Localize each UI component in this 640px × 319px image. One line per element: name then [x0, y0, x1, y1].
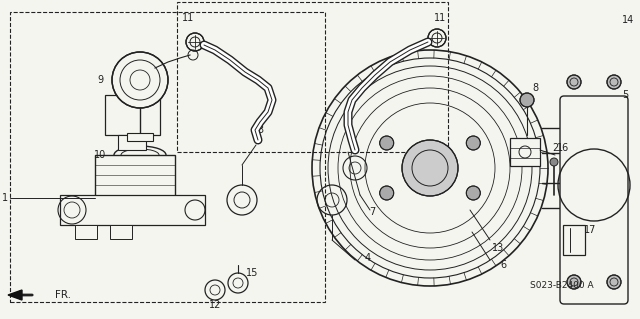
- Circle shape: [607, 75, 621, 89]
- Circle shape: [569, 203, 579, 213]
- FancyBboxPatch shape: [560, 96, 628, 304]
- Circle shape: [112, 52, 168, 108]
- Text: 3: 3: [257, 125, 263, 135]
- Text: S023-B2400 A: S023-B2400 A: [530, 280, 594, 290]
- Text: 9: 9: [97, 75, 103, 85]
- Circle shape: [567, 75, 581, 89]
- Text: 16: 16: [557, 143, 569, 153]
- Bar: [95, 155, 175, 200]
- Text: 17: 17: [584, 225, 596, 235]
- Bar: [110, 225, 132, 239]
- Circle shape: [569, 178, 579, 188]
- Circle shape: [569, 148, 579, 158]
- Text: 6: 6: [500, 260, 506, 270]
- Bar: [510, 138, 540, 166]
- Bar: [127, 133, 153, 141]
- Text: 7: 7: [369, 207, 375, 217]
- Circle shape: [467, 136, 480, 150]
- Bar: [118, 135, 146, 150]
- Bar: [75, 225, 97, 239]
- Circle shape: [428, 29, 446, 47]
- Circle shape: [467, 186, 480, 200]
- Text: 2: 2: [552, 143, 558, 153]
- Polygon shape: [8, 290, 22, 300]
- Text: 10: 10: [94, 150, 106, 160]
- Circle shape: [607, 275, 621, 289]
- Circle shape: [186, 33, 204, 51]
- Text: 15: 15: [246, 268, 258, 278]
- Text: 1: 1: [2, 193, 8, 203]
- Circle shape: [402, 140, 458, 196]
- Text: FR.: FR.: [55, 290, 71, 300]
- Bar: [105, 95, 160, 135]
- Bar: [10, 12, 325, 302]
- Bar: [177, 2, 448, 152]
- Bar: [60, 195, 205, 225]
- Text: 8: 8: [532, 83, 538, 93]
- Circle shape: [380, 136, 394, 150]
- Text: 13: 13: [492, 243, 504, 253]
- Circle shape: [380, 186, 394, 200]
- Text: 4: 4: [365, 253, 371, 263]
- Circle shape: [569, 123, 579, 133]
- Circle shape: [520, 93, 534, 107]
- Text: 11: 11: [182, 13, 194, 23]
- Text: 5: 5: [622, 90, 628, 100]
- Text: 14: 14: [622, 15, 634, 25]
- Bar: [563, 225, 585, 255]
- Text: 11: 11: [434, 13, 446, 23]
- Text: 12: 12: [209, 300, 221, 310]
- Circle shape: [567, 275, 581, 289]
- Circle shape: [550, 158, 558, 166]
